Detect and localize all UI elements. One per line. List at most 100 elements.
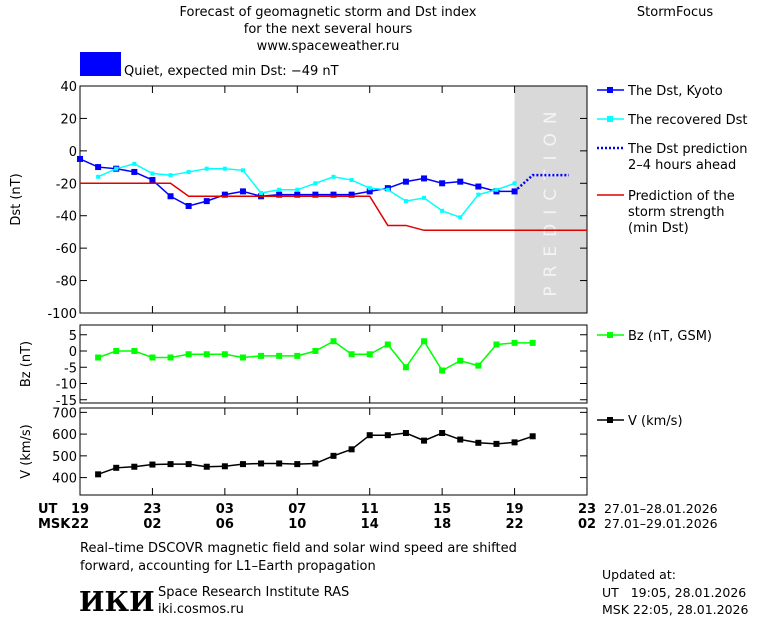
data-point: [385, 187, 390, 192]
y-tick-label: 600: [52, 428, 77, 443]
data-point: [422, 195, 427, 200]
y-tick-label: 700: [52, 406, 77, 421]
x-tick-label-ut: 15: [433, 502, 451, 517]
data-point: [493, 440, 500, 447]
data-line: [80, 182, 587, 232]
data-point: [366, 188, 373, 195]
data-point: [221, 463, 228, 470]
x-tick-label-ut: 23: [143, 502, 161, 517]
title-line: for the next several hours: [244, 22, 413, 37]
data-line: [513, 173, 569, 193]
legend-label: The recovered Dst: [627, 113, 747, 128]
data-point: [476, 192, 481, 197]
ut-label: UT: [38, 502, 58, 517]
y-tick-label: -100: [47, 307, 77, 322]
data-point: [475, 362, 482, 369]
data-point: [366, 432, 373, 439]
data-point: [185, 461, 192, 468]
y-tick-label: -10: [56, 378, 77, 393]
msk-range: 27.01–29.01.2026: [604, 516, 718, 531]
y-axis-label: Dst (nT): [9, 173, 24, 225]
data-point: [258, 460, 265, 467]
legend-marker: [607, 417, 613, 423]
data-point: [348, 351, 355, 358]
data-point: [203, 351, 210, 358]
data-point: [149, 354, 156, 361]
data-point: [348, 191, 355, 198]
data-point: [457, 357, 464, 364]
data-point: [77, 155, 83, 162]
data-point: [149, 177, 156, 184]
data-point: [511, 339, 518, 346]
y-tick-label: -5: [64, 361, 77, 376]
data-point: [168, 173, 173, 178]
url: iki.cosmos.ru: [158, 602, 244, 617]
data-point: [384, 341, 391, 348]
data-line: [79, 158, 515, 207]
data-point: [439, 430, 446, 437]
data-point: [96, 174, 101, 179]
updated-label: Updated at:: [602, 567, 676, 582]
data-point: [150, 171, 155, 176]
institute: Space Research Institute RAS: [158, 585, 349, 600]
data-point: [239, 188, 246, 195]
data-point: [294, 461, 301, 468]
data-point: [221, 351, 228, 358]
title-line: www.spaceweather.ru: [257, 39, 400, 54]
data-point: [222, 166, 227, 171]
data-point: [403, 199, 408, 204]
data-point: [458, 215, 463, 220]
x-tick-label-msk: 22: [506, 517, 524, 532]
data-point: [185, 202, 192, 209]
data-point: [131, 348, 138, 354]
x-tick-label-ut: 19: [71, 502, 89, 517]
data-line: [97, 432, 533, 476]
y-tick-label: -80: [56, 275, 77, 290]
footnote: forward, accounting for L1–Earth propaga…: [80, 559, 376, 574]
data-point: [295, 187, 300, 192]
data-point: [511, 439, 518, 446]
data-point: [402, 364, 409, 371]
x-tick-label-ut: 23: [578, 502, 596, 517]
data-point: [494, 187, 499, 192]
y-tick-label: -20: [56, 177, 77, 192]
data-point: [421, 175, 428, 182]
data-point: [132, 161, 137, 166]
data-point: [313, 181, 318, 186]
x-tick-label-msk: 22: [71, 517, 89, 532]
updated-ut: UT 19:05, 28.01.2026: [602, 585, 746, 600]
status-text: Quiet, expected min Dst: −49 nT: [124, 64, 339, 79]
msk-label: MSK: [38, 517, 71, 532]
x-tick-label-ut: 07: [288, 502, 306, 517]
data-point: [294, 352, 301, 359]
data-point: [167, 354, 174, 361]
data-point: [258, 352, 265, 359]
data-point: [330, 338, 337, 345]
legend-marker: [607, 87, 613, 93]
data-point: [203, 198, 210, 205]
data-point: [185, 351, 192, 358]
data-point: [114, 166, 119, 171]
legend-marker: [607, 332, 613, 338]
data-point: [259, 191, 264, 196]
data-point: [330, 191, 337, 198]
footnote: Real–time DSCOVR magnetic field and sola…: [80, 541, 517, 556]
data-point: [95, 354, 102, 361]
title-line: Forecast of geomagnetic storm and Dst in…: [179, 5, 476, 20]
data-point: [312, 460, 319, 467]
data-point: [167, 193, 174, 200]
plot-frame: [79, 85, 588, 314]
data-point: [149, 461, 156, 468]
data-point: [312, 348, 319, 354]
legend-marker: [607, 116, 613, 122]
x-tick-label-ut: 19: [506, 502, 524, 517]
data-point: [457, 178, 464, 185]
y-tick-label: 40: [60, 80, 77, 95]
y-tick-label: -60: [56, 242, 77, 257]
data-point: [221, 191, 228, 198]
plot-frame: [79, 407, 588, 496]
data-point: [493, 341, 500, 348]
y-tick-label: 400: [52, 472, 77, 487]
data-point: [421, 437, 428, 444]
